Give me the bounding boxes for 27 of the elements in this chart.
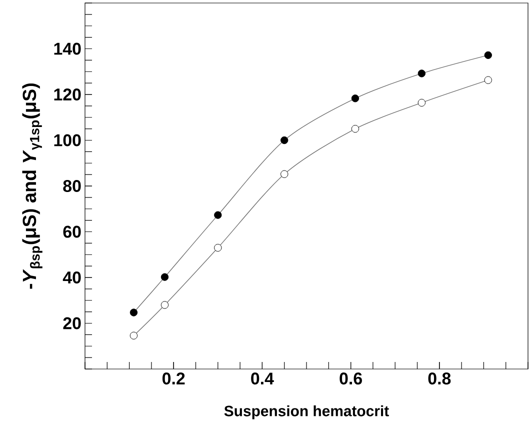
point	[160, 273, 169, 281]
point	[214, 211, 222, 219]
x-axis-title: Suspension hematocrit	[224, 405, 389, 420]
point	[418, 70, 426, 78]
x-tick-label: 0.4	[251, 372, 274, 385]
point	[280, 136, 288, 144]
y-tick-label: 100	[54, 134, 81, 146]
y-tick-label: 20	[63, 317, 81, 330]
y-tick-label: 80	[63, 180, 81, 192]
point	[351, 124, 360, 133]
point	[484, 51, 492, 59]
y-tick-label: 120	[54, 88, 81, 100]
point	[280, 170, 288, 178]
point	[130, 308, 138, 316]
y-axis-title: -Y$_{βsp}$(μS) and Y$_{γ1sp}$(μS)	[22, 83, 42, 289]
point	[418, 98, 426, 107]
point	[484, 76, 492, 84]
x-tick-label: 0.6	[340, 372, 362, 385]
y-tick-label: 60	[63, 226, 81, 238]
point	[130, 332, 138, 340]
y-tick-label: 40	[62, 272, 81, 284]
point	[351, 94, 360, 102]
y-tick-label: 140	[54, 42, 81, 55]
point	[160, 301, 169, 309]
x-tick-label: 0.8	[428, 372, 451, 385]
point	[214, 244, 222, 252]
x-tick-label: 0.2	[162, 372, 185, 385]
